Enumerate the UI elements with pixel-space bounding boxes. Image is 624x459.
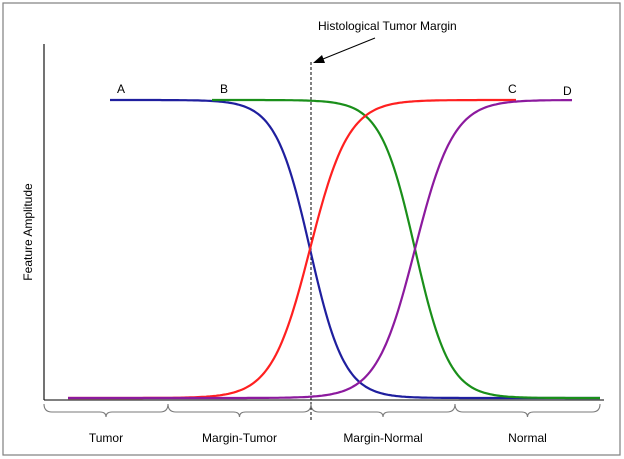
annotation-label: Histological Tumor Margin — [318, 19, 457, 33]
curve-b — [212, 98, 600, 400]
region-brace — [310, 403, 456, 418]
curve-label-b: B — [220, 82, 228, 96]
annotation-arrow-shaft — [317, 37, 376, 62]
region-labels-group: Tumor Margin-Tumor Margin-Normal Normal — [89, 431, 547, 445]
region-brace — [43, 403, 169, 418]
y-axis-label: Feature Amplitude — [21, 183, 35, 281]
region-brace — [454, 403, 601, 418]
curve-label-c: C — [508, 82, 517, 96]
region-label-margin-tumor: Margin-Tumor — [202, 431, 277, 445]
curve-d — [68, 99, 572, 400]
region-label-margin-normal: Margin-Normal — [343, 431, 422, 445]
region-brace — [167, 403, 312, 418]
region-label-tumor: Tumor — [89, 431, 123, 445]
region-label-normal: Normal — [508, 431, 547, 445]
region-braces-group — [43, 403, 601, 418]
curve-label-a: A — [117, 82, 125, 96]
annotation-arrow-head — [313, 55, 325, 63]
curve-label-d: D — [563, 84, 572, 98]
curves-group — [68, 98, 600, 400]
curve-labels-group: A B C D — [117, 82, 572, 98]
